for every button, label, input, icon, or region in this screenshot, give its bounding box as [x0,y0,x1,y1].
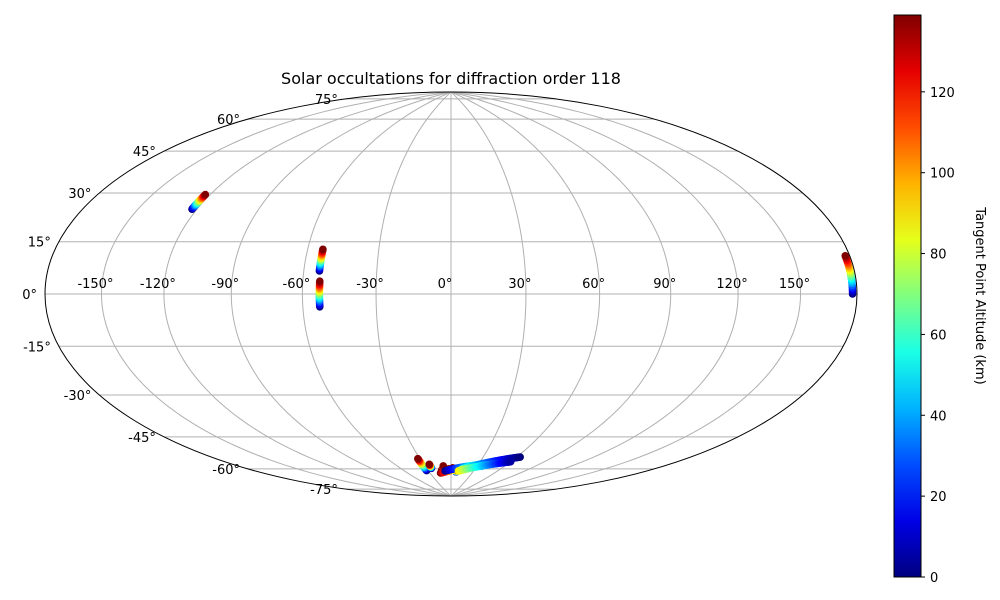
colorbar: 0 20 40 60 80 100 120 Tangent Point Altitude (k… [893,14,987,586]
y-tick-label: 75° [315,93,338,108]
data-point [315,277,324,286]
meridian-line [100,91,452,497]
x-tick-label: 60° [582,277,605,292]
data-point [506,457,515,466]
data-point [425,460,434,469]
colorbar-tick-label: 60 [930,328,947,343]
colorbar-tick-label: 100 [930,167,955,182]
colorbar-tick-label: 80 [930,248,947,263]
colorbar-label: Tangent Point Altitude (km) [972,206,987,384]
x-tick-label: 150° [779,277,810,292]
colorbar-tick-label: 120 [930,86,955,101]
meridian-line [450,91,739,497]
data-point [319,245,327,254]
map-grid [44,91,858,497]
meridian-line [450,91,601,497]
data-point [414,454,422,463]
y-tick-label: 60° [217,113,240,128]
data-point [841,252,850,260]
y-tick-label: -60° [212,463,240,478]
map-boundary [44,91,858,497]
meridian-line [450,91,527,497]
meridian-line [450,91,672,497]
colorbar-scale [893,14,922,578]
meridian-line [450,91,802,497]
x-tick-label: 90° [653,277,676,292]
meridian-line [301,91,452,497]
meridian-line [230,91,452,497]
x-tick-label: -150° [77,277,113,292]
y-tick-label: 0° [22,288,37,303]
y-tick-label: -30° [64,389,92,404]
x-tick-label: 120° [716,277,747,292]
x-tick-label: 30° [508,277,531,292]
chart-title: Solar occultations for diffraction order… [281,69,621,88]
y-tick-label: 30° [68,187,91,202]
map-tick-labels: -150° -120° -90° -60° -30° 0° 30° 60° 90° 120° 150… [22,93,810,498]
data-points [188,190,857,477]
y-tick-label: -15° [23,340,51,355]
meridian-line [163,91,452,497]
colorbar-tick-label: 40 [930,409,947,424]
y-tick-label: 45° [133,145,156,160]
x-tick-label: -90° [211,277,239,292]
colorbar-tick-label: 0 [930,571,938,586]
data-point [516,453,524,461]
x-tick-label: -60° [283,277,311,292]
y-tick-label: -75° [310,483,338,498]
data-point [201,190,210,199]
x-tick-label: -30° [356,277,384,292]
x-tick-label: 0° [438,277,453,292]
y-tick-label: -45° [128,431,156,446]
meridian-line [375,91,452,497]
y-tick-label: 15° [28,236,51,251]
x-tick-label: -120° [140,277,176,292]
colorbar-tick-label: 20 [930,490,947,505]
